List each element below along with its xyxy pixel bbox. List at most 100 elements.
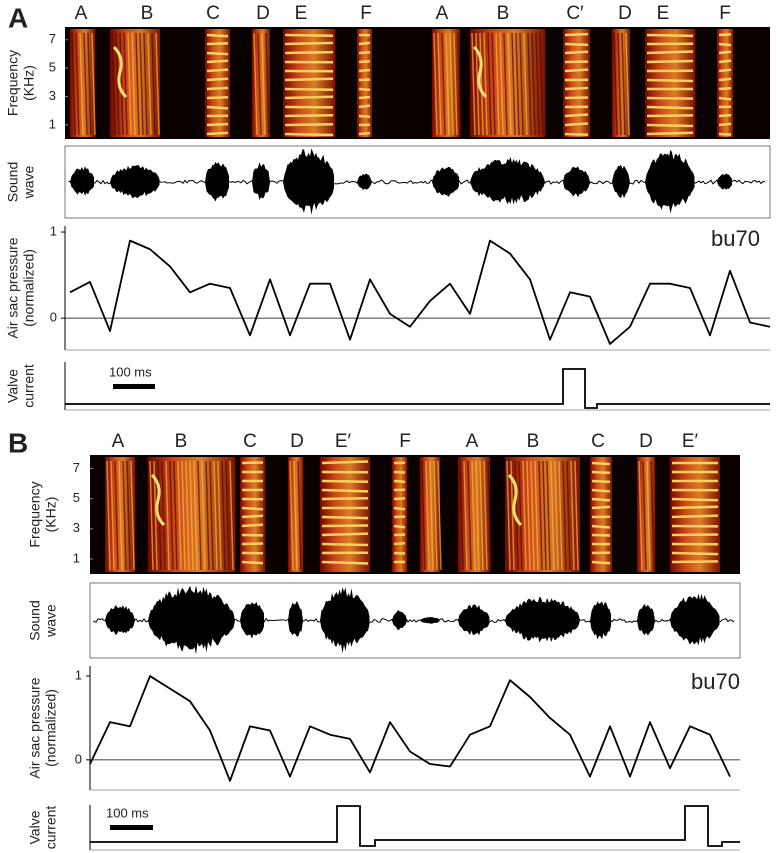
- syllable-label: D: [256, 3, 270, 24]
- streak: [217, 460, 222, 571]
- syllable-spectrum: [563, 29, 590, 137]
- streak: [499, 32, 504, 136]
- annotation: bu70: [711, 226, 760, 251]
- streak: [487, 460, 492, 571]
- streak: [139, 32, 144, 136]
- harmonic: [564, 32, 589, 37]
- axis-label: wave: [21, 165, 37, 199]
- harmonic: [718, 68, 732, 73]
- streak: [289, 460, 294, 571]
- harmonic: [206, 131, 229, 136]
- streak: [554, 460, 559, 571]
- streak: [433, 460, 438, 571]
- harmonic: [358, 104, 371, 109]
- axis-label: (KHz): [21, 65, 37, 101]
- streak: [135, 32, 140, 136]
- sound-frame: [89, 582, 741, 659]
- harmonic: [241, 560, 264, 565]
- streak: [646, 460, 651, 571]
- streak: [149, 460, 154, 571]
- frequency-sweep: [472, 45, 488, 99]
- frequency-sweep: [112, 45, 128, 99]
- panel-letter: B: [8, 427, 28, 458]
- pressure-trace: [69, 239, 771, 345]
- annotation: bu70: [691, 669, 740, 694]
- streak: [445, 32, 450, 136]
- streak: [79, 32, 84, 136]
- sound-burst: [645, 149, 695, 214]
- harmonic: [206, 51, 229, 56]
- syllable-spectrum: [717, 29, 733, 137]
- syllable-label: A: [112, 431, 125, 452]
- harmonic: [393, 497, 406, 501]
- axis-label: Valve: [27, 810, 43, 844]
- streak: [539, 32, 544, 136]
- streak: [297, 460, 302, 571]
- harmonic: [591, 479, 611, 484]
- harmonic: [646, 78, 694, 83]
- y-tick-label: 1: [49, 116, 56, 131]
- syllable-label: E: [295, 3, 308, 24]
- axis-label: Sound: [5, 162, 21, 202]
- streak: [197, 460, 202, 571]
- syllable-label: F: [399, 431, 411, 452]
- y-tick-label: 0: [50, 310, 57, 325]
- streak: [181, 460, 186, 571]
- sound-burst: [105, 605, 135, 635]
- pressure-trace: [89, 675, 731, 782]
- streak: [253, 32, 258, 136]
- panel-letter: A: [8, 2, 28, 33]
- streak: [147, 32, 152, 136]
- y-tick-label: 7: [73, 460, 80, 475]
- harmonic: [646, 96, 694, 100]
- harmonic: [393, 470, 406, 474]
- streak: [518, 460, 523, 571]
- harmonic: [646, 50, 694, 55]
- harmonic: [206, 42, 229, 46]
- streak: [110, 460, 115, 571]
- y-tick-label: 1: [75, 667, 82, 682]
- harmonic: [241, 461, 264, 465]
- syllable-label: D: [290, 431, 304, 452]
- harmonic: [591, 461, 611, 466]
- y-tick-label: 3: [49, 88, 56, 103]
- panel: B A B C D E′ F A B C D E′ 1 3 5 7 Frequency (KHz) Sound wav…: [8, 427, 741, 851]
- syllable-spectrum: [205, 29, 230, 137]
- streak: [457, 32, 462, 136]
- harmonic: [718, 132, 732, 136]
- streak: [449, 32, 454, 136]
- streak: [127, 32, 132, 136]
- streak: [151, 32, 156, 136]
- streak: [531, 32, 536, 136]
- harmonic: [393, 506, 406, 511]
- streak: [213, 460, 218, 571]
- syllable-label: B: [175, 431, 188, 452]
- streak: [491, 32, 496, 136]
- y-tick-label: 5: [49, 60, 56, 75]
- harmonic: [206, 33, 229, 38]
- streak: [487, 32, 492, 136]
- harmonic: [284, 87, 334, 91]
- streak: [650, 460, 655, 571]
- streak: [106, 460, 111, 571]
- y-tick-label: 0: [75, 751, 82, 766]
- harmonic: [718, 87, 732, 91]
- harmonic: [646, 123, 694, 128]
- syllable-label: B: [141, 3, 154, 24]
- valve-trace: [65, 368, 770, 409]
- streak: [479, 32, 484, 136]
- streak: [437, 460, 442, 571]
- syllable-label: D: [618, 3, 632, 24]
- streak: [126, 460, 131, 571]
- streak: [173, 460, 178, 571]
- streak: [122, 460, 127, 571]
- harmonic: [671, 551, 719, 556]
- harmonic: [321, 460, 369, 465]
- streak: [523, 32, 528, 136]
- streak: [118, 460, 123, 571]
- streak: [574, 460, 579, 571]
- streak: [475, 460, 480, 571]
- streak: [201, 460, 206, 571]
- harmonic: [206, 105, 229, 110]
- streak: [119, 32, 124, 136]
